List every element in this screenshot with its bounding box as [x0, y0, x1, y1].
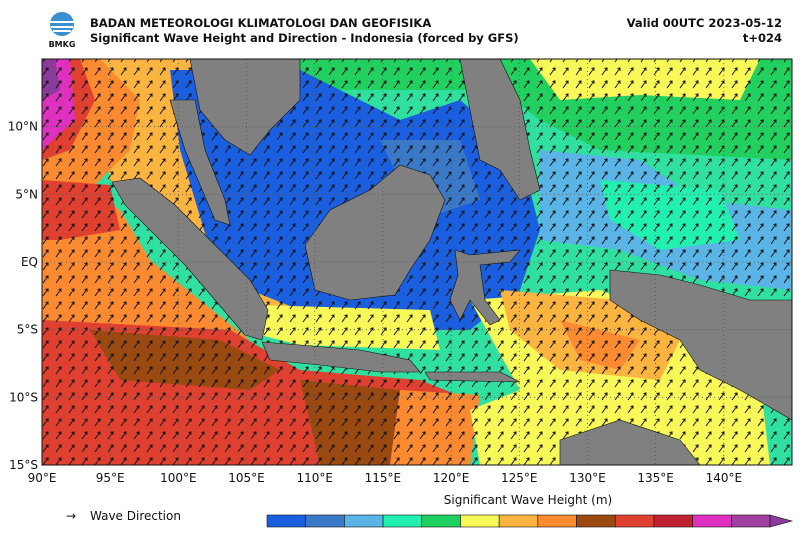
colorbar-segment: [305, 514, 345, 528]
x-tick-label: 110°E: [296, 471, 333, 485]
x-tick-label: 140°E: [706, 471, 743, 485]
colorbar-title: Significant Wave Height (m): [444, 493, 612, 507]
logo: BMKG: [49, 12, 76, 49]
colorbar-extend: [769, 514, 794, 528]
legend-arrow: →: [66, 509, 76, 523]
map: [42, 59, 792, 465]
y-tick-label: 15°S: [9, 458, 38, 472]
y-tick-label: EQ: [21, 255, 38, 269]
colorbar-segment: [576, 514, 616, 528]
colorbar-segment: [537, 514, 577, 528]
colorbar-segment: [653, 514, 693, 528]
colorbar-segment: [460, 514, 500, 528]
colorbar-segment: [692, 514, 732, 528]
map-frame: [41, 58, 793, 466]
x-tick-label: 105°E: [228, 471, 265, 485]
land: [111, 59, 792, 465]
x-tick-label: 100°E: [160, 471, 197, 485]
colorbar-segment: [382, 514, 423, 528]
x-tick-label: 135°E: [637, 471, 674, 485]
x-tick-label: 95°E: [96, 471, 125, 485]
y-tick-label: 10°N: [8, 120, 38, 134]
x-tick-label: 90°E: [28, 471, 57, 485]
colorbar-segment: [421, 514, 461, 528]
x-tick-label: 115°E: [365, 471, 402, 485]
colorbar: [266, 514, 794, 528]
colorbar-segment: [731, 514, 771, 528]
y-tick-label: 5°N: [15, 187, 38, 201]
logo-text: BMKG: [49, 40, 76, 49]
title: BADAN METEOROLOGI KLIMATOLOGI DAN GEOFIS…: [90, 16, 431, 30]
subtitle: Significant Wave Height and Direction - …: [90, 31, 519, 45]
colorbar-segment: [614, 514, 655, 528]
colorbar-segment: [498, 514, 539, 528]
y-tick-label: 10°S: [9, 390, 38, 404]
lead-time: t+024: [743, 31, 782, 45]
colorbar-segment: [344, 514, 384, 528]
x-tick-label: 120°E: [433, 471, 470, 485]
x-tick-label: 130°E: [569, 471, 606, 485]
legend-label: Wave Direction: [90, 509, 181, 523]
valid-time: Valid 00UTC 2023-05-12: [627, 16, 782, 30]
y-tick-label: 5°S: [17, 323, 38, 337]
colorbar-segment: [266, 514, 306, 528]
x-tick-label: 125°E: [501, 471, 538, 485]
grid: [42, 59, 792, 465]
ticks: 90°E 95°E 100°E 105°E 110°E 115°E 120°E 125°E 13…: [8, 120, 742, 485]
